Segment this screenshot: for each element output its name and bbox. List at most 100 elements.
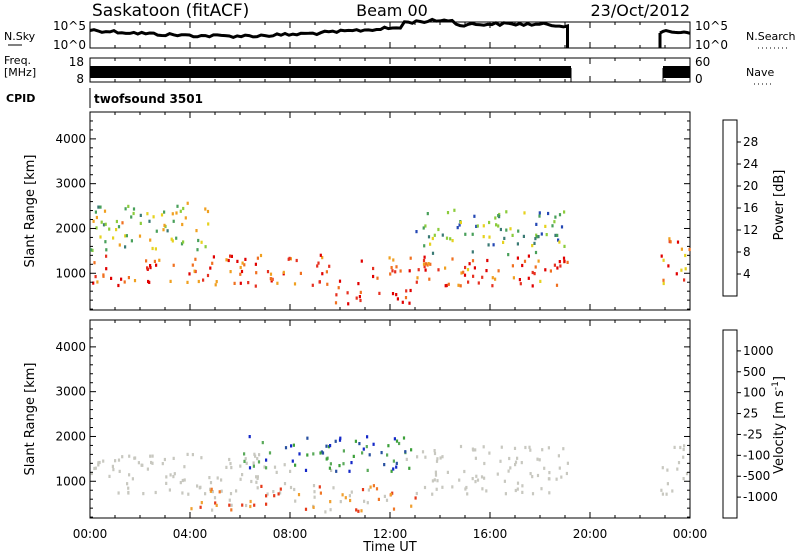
range-gate-cell bbox=[228, 503, 231, 507]
range-gate-cell bbox=[306, 436, 309, 440]
range-gate-cell bbox=[683, 278, 686, 282]
range-gate-cell bbox=[453, 208, 456, 212]
range-gate-cell bbox=[186, 280, 189, 284]
range-gate-cell bbox=[458, 223, 461, 227]
range-gate-cell bbox=[682, 455, 685, 459]
range-gate-cell bbox=[313, 495, 316, 499]
range-gate-cell bbox=[127, 491, 130, 495]
range-gate-cell bbox=[127, 204, 130, 208]
range-gate-cell bbox=[565, 471, 568, 476]
range-gate-cell bbox=[245, 503, 248, 508]
range-gate-cell bbox=[424, 455, 427, 459]
range-gate-cell bbox=[181, 491, 184, 495]
range-gate-cell bbox=[229, 462, 232, 466]
range-gate-cell bbox=[268, 451, 272, 455]
range-gate-cell bbox=[529, 472, 532, 476]
range-gate-cell bbox=[179, 209, 182, 213]
noise-left-tick-bottom: 10^0 bbox=[53, 38, 86, 52]
range-gate-cell bbox=[256, 475, 259, 479]
range-gate-cell bbox=[531, 492, 535, 496]
range-gate-cell bbox=[149, 454, 152, 458]
range-gate-cell bbox=[417, 268, 420, 272]
range-gate-cell bbox=[476, 478, 480, 482]
range-gate-cell bbox=[446, 470, 449, 474]
range-gate-cell bbox=[118, 243, 121, 247]
freq-left-label-2: [MHz] bbox=[4, 66, 36, 79]
range-gate-cell bbox=[184, 216, 187, 220]
ytick-label: 1000 bbox=[55, 266, 86, 280]
range-gate-cell bbox=[431, 251, 435, 255]
range-gate-cell bbox=[244, 257, 247, 261]
range-gate-cell bbox=[516, 256, 519, 260]
range-gate-cell bbox=[390, 266, 393, 270]
range-gate-cell bbox=[560, 225, 564, 229]
range-gate-cell bbox=[354, 439, 357, 443]
range-gate-cell bbox=[540, 487, 543, 491]
range-gate-cell bbox=[529, 448, 532, 452]
range-gate-cell bbox=[99, 235, 102, 239]
range-gate-cell bbox=[516, 481, 520, 485]
range-gate-cell bbox=[90, 248, 93, 252]
range-gate-cell bbox=[291, 459, 294, 463]
range-gate-cell bbox=[105, 267, 108, 271]
range-gate-cell bbox=[401, 300, 404, 304]
range-gate-cell bbox=[547, 446, 550, 450]
range-gate-cell bbox=[288, 256, 291, 260]
colorbar-tick-label: -500 bbox=[743, 469, 770, 483]
range-gate-cell bbox=[121, 455, 124, 459]
freq-trace-2 bbox=[663, 66, 690, 78]
range-gate-cell bbox=[459, 284, 462, 288]
range-gate-cell bbox=[270, 277, 273, 281]
range-gate-cell bbox=[117, 491, 120, 495]
range-gate-cell bbox=[188, 272, 191, 276]
range-gate-cell bbox=[549, 269, 552, 273]
range-gate-cell bbox=[475, 474, 478, 478]
range-gate-cell bbox=[282, 270, 285, 274]
range-gate-cell bbox=[124, 245, 127, 249]
range-gate-cell bbox=[503, 479, 506, 483]
range-gate-cell bbox=[207, 222, 210, 226]
range-gate-cell bbox=[391, 269, 394, 273]
range-gate-cell bbox=[168, 488, 171, 492]
range-gate-cell bbox=[346, 291, 349, 295]
range-gate-cell bbox=[312, 452, 315, 456]
range-gate-cell bbox=[680, 268, 683, 272]
range-gate-cell bbox=[293, 282, 297, 286]
range-gate-cell bbox=[277, 492, 280, 496]
power-colorbar: 28 24 20 16 12 8 4 bbox=[722, 119, 758, 297]
range-gate-cell bbox=[387, 444, 390, 448]
range-gate-cell bbox=[497, 214, 500, 218]
range-gate-cell bbox=[134, 456, 137, 460]
range-gate-cell bbox=[273, 465, 277, 469]
range-gate-cell bbox=[324, 510, 327, 514]
range-gate-cell bbox=[467, 280, 470, 284]
range-gate-cell bbox=[516, 456, 519, 460]
range-gate-cell bbox=[558, 466, 561, 470]
range-gate-cell bbox=[97, 463, 100, 467]
range-gate-cell bbox=[554, 233, 557, 237]
range-gate-cell bbox=[191, 263, 194, 267]
range-gate-cell bbox=[172, 219, 175, 223]
range-gate-cell bbox=[444, 266, 447, 270]
range-gate-cell bbox=[431, 479, 434, 483]
range-gate-cell bbox=[312, 505, 315, 509]
range-gate-cell bbox=[133, 279, 137, 283]
range-gate-cell bbox=[482, 224, 485, 228]
range-gate-cell bbox=[446, 211, 450, 215]
range-gate-cell bbox=[495, 223, 498, 227]
range-gate-cell bbox=[408, 301, 411, 305]
range-gate-cell bbox=[468, 262, 471, 266]
range-gate-cell bbox=[527, 276, 530, 280]
range-gate-cell bbox=[376, 276, 379, 280]
colorbar-tick-label: 28 bbox=[743, 135, 758, 149]
range-gate-cell bbox=[668, 237, 671, 241]
range-gate-cell bbox=[127, 276, 130, 280]
range-gate-cell bbox=[434, 473, 438, 477]
range-gate-cell bbox=[276, 281, 279, 285]
range-gate-cell bbox=[289, 257, 292, 261]
range-gate-cell bbox=[209, 489, 212, 493]
range-gate-cell bbox=[125, 234, 128, 238]
range-gate-cell bbox=[266, 492, 269, 496]
range-gate-cell bbox=[352, 454, 355, 458]
range-gate-cell bbox=[521, 263, 524, 268]
